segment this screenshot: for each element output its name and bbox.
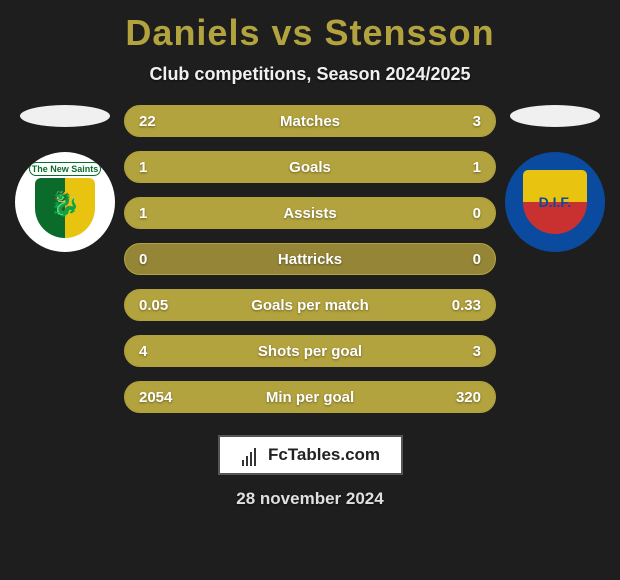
left-club-banner: The New Saints [29, 162, 102, 176]
stat-left-value: 4 [139, 343, 147, 360]
stat-right-value: 3 [473, 113, 481, 130]
stat-left-value: 1 [139, 159, 147, 176]
stat-right-value: 3 [473, 343, 481, 360]
stat-row: 4 Shots per goal 3 [124, 335, 496, 367]
stat-left-value: 0 [139, 251, 147, 268]
stat-right-value: 1 [473, 159, 481, 176]
stat-label: Hattricks [278, 251, 342, 268]
left-club-shield: 🐉 [35, 178, 95, 238]
left-avatar-placeholder [20, 105, 110, 127]
stat-right-value: 320 [456, 389, 481, 406]
stat-row: 0 Hattricks 0 [124, 243, 496, 275]
right-club-logo-inner: D.I.F. [515, 162, 595, 242]
brand-text: FcTables.com [268, 445, 380, 465]
stat-row: 1 Goals 1 [124, 151, 496, 183]
stat-left-value: 1 [139, 205, 147, 222]
page-title: Daniels vs Stensson [0, 0, 620, 54]
stat-left-value: 0.05 [139, 297, 168, 314]
stat-right-value: 0.33 [452, 297, 481, 314]
left-club-logo-inner: The New Saints 🐉 [25, 162, 105, 242]
right-club-logo: D.I.F. [505, 152, 605, 252]
right-avatar-placeholder [510, 105, 600, 127]
stat-right-value: 0 [473, 251, 481, 268]
left-club-logo: The New Saints 🐉 [15, 152, 115, 252]
right-player-column: D.I.F. [500, 105, 610, 252]
stat-label: Assists [283, 205, 336, 222]
stat-row: 22 Matches 3 [124, 105, 496, 137]
stat-label: Goals per match [251, 297, 369, 314]
stat-row: 1 Assists 0 [124, 197, 496, 229]
stat-left-value: 22 [139, 113, 156, 130]
dragon-icon: 🐉 [50, 190, 80, 219]
stat-left-value: 2054 [139, 389, 172, 406]
left-player-column: The New Saints 🐉 [10, 105, 120, 252]
stat-row: 2054 Min per goal 320 [124, 381, 496, 413]
right-club-shield: D.I.F. [520, 167, 590, 237]
stat-label: Goals [289, 159, 331, 176]
subtitle: Club competitions, Season 2024/2025 [0, 64, 620, 85]
stats-column: 22 Matches 3 1 Goals 1 1 Assists 0 0 Hattricks 0 0.0… [120, 105, 500, 413]
stat-right-value: 0 [473, 205, 481, 222]
brand-box: FcTables.com [218, 435, 403, 475]
stat-label: Min per goal [266, 389, 354, 406]
footer-date: 28 november 2024 [0, 489, 620, 509]
chart-icon [240, 444, 262, 466]
stat-label: Shots per goal [258, 343, 362, 360]
comparison-area: The New Saints 🐉 22 Matches 3 1 Goals 1 1 Assis… [0, 105, 620, 413]
stat-label: Matches [280, 113, 340, 130]
stat-row: 0.05 Goals per match 0.33 [124, 289, 496, 321]
